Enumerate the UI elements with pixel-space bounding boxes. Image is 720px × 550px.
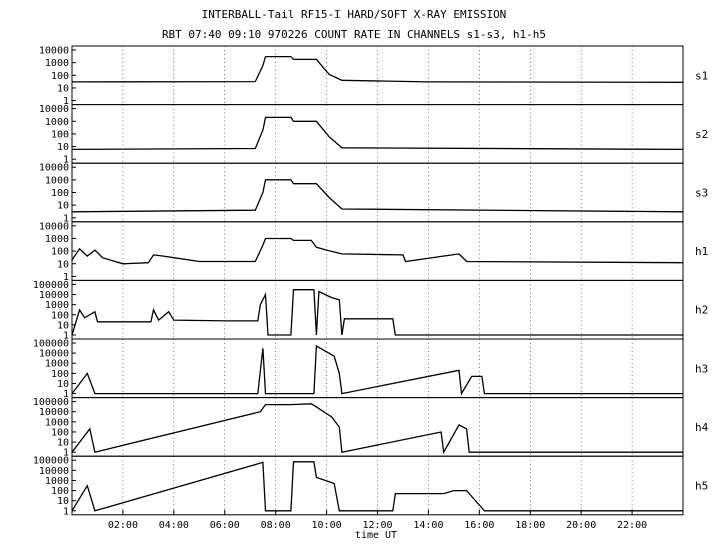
y-tick-label: 1000 — [45, 476, 69, 487]
x-axis: 02:00 04:00 06:00 08:00 10:00 12:00 14:00 16:00… — [108, 509, 647, 531]
y-tick-label: 10 — [57, 259, 69, 270]
y-tick-label: 1 — [63, 389, 69, 400]
x-tick-label: 02:00 — [108, 520, 138, 531]
x-tick-label: 12:00 — [362, 520, 392, 531]
y-tick-label: 1 — [63, 213, 69, 224]
y-tick-label: 100000 — [33, 397, 69, 408]
x-axis-label: time UT — [355, 530, 397, 541]
panel-label-h1: h1 — [695, 245, 708, 258]
chart-title: INTERBALL-Tail RF15-I HARD/SOFT X-RAY EM… — [202, 8, 507, 21]
chart-panels: 100001000100101s1100001000100101s2100001… — [33, 45, 709, 517]
y-tick-label: 10 — [57, 142, 69, 153]
series-line-s2 — [71, 116, 684, 151]
x-tick-label: 06:00 — [210, 520, 240, 531]
y-tick-label: 10000 — [39, 163, 69, 174]
series-line-s3 — [71, 179, 684, 213]
y-tick-label: 10000 — [39, 407, 69, 418]
x-tick-label: 10:00 — [312, 520, 342, 531]
series-line-h2 — [71, 289, 683, 336]
x-tick-label: 20:00 — [566, 520, 596, 531]
y-tick-label: 1 — [63, 96, 69, 107]
y-tick-label: 100000 — [33, 456, 69, 467]
y-tick-label: 100 — [51, 427, 69, 438]
y-tick-label: 100 — [51, 486, 69, 497]
y-tick-label: 10 — [57, 320, 69, 331]
series-line-h4 — [71, 403, 683, 455]
y-tick-label: 10000 — [39, 104, 69, 115]
y-tick-label: 10 — [57, 83, 69, 94]
y-tick-label: 1 — [63, 448, 69, 459]
y-tick-label: 1000 — [45, 58, 69, 69]
x-tick-label: 18:00 — [515, 520, 545, 531]
series-line-h1 — [71, 237, 684, 265]
y-tick-label: 1000 — [45, 117, 69, 128]
y-tick-label: 1 — [63, 506, 69, 517]
y-tick-label: 100 — [51, 129, 69, 140]
panel-label-s3: s3 — [695, 187, 708, 200]
panel-label-h3: h3 — [695, 362, 708, 375]
y-tick-label: 10 — [57, 438, 69, 449]
y-tick-label: 1000 — [45, 175, 69, 186]
y-tick-label: 10 — [57, 201, 69, 212]
y-tick-label: 10000 — [39, 349, 69, 360]
y-tick-label: 100000 — [33, 280, 69, 291]
y-tick-label: 100 — [51, 310, 69, 321]
y-tick-label: 100 — [51, 247, 69, 258]
y-tick-label: 1 — [63, 155, 69, 166]
y-tick-label: 1000 — [45, 417, 69, 428]
series-line-s1 — [71, 55, 684, 83]
y-tick-label: 10 — [57, 496, 69, 507]
y-tick-label: 1000 — [45, 234, 69, 245]
y-tick-label: 10000 — [39, 221, 69, 232]
y-tick-label: 100000 — [33, 339, 69, 350]
panel-label-h5: h5 — [695, 480, 708, 493]
y-tick-label: 1 — [63, 272, 69, 283]
y-tick-label: 10000 — [39, 290, 69, 301]
y-tick-label: 1000 — [45, 300, 69, 311]
x-tick-label: 14:00 — [413, 520, 443, 531]
y-tick-label: 10 — [57, 379, 69, 390]
y-tick-label: 1000 — [45, 359, 69, 370]
y-tick-label: 100 — [51, 71, 69, 82]
chart-subtitle: RBT 07:40 09:10 970226 COUNT RATE IN CHA… — [162, 28, 546, 41]
series-line-h3 — [71, 344, 683, 396]
x-tick-label: 08:00 — [261, 520, 291, 531]
panel-label-h2: h2 — [695, 304, 708, 317]
y-tick-label: 10000 — [39, 46, 69, 57]
panel-label-s1: s1 — [695, 69, 708, 82]
x-tick-label: 16:00 — [464, 520, 494, 531]
x-tick-label: 22:00 — [617, 520, 647, 531]
y-tick-label: 1 — [63, 331, 69, 342]
y-tick-label: 10000 — [39, 466, 69, 477]
y-tick-label: 100 — [51, 369, 69, 380]
series-line-h5 — [71, 461, 683, 512]
y-tick-label: 100 — [51, 188, 69, 199]
panel-label-s2: s2 — [695, 128, 708, 141]
panel-label-h4: h4 — [695, 421, 709, 434]
x-tick-label: 04:00 — [159, 520, 189, 531]
